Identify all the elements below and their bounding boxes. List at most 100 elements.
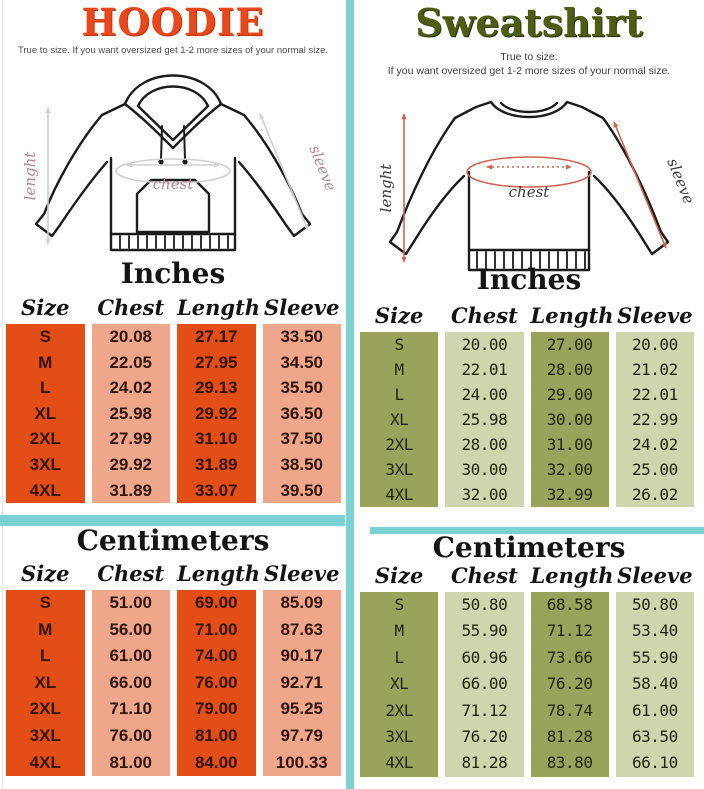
table-cell: 28.00: [461, 435, 508, 454]
column-header: Size: [21, 295, 70, 320]
table-cell: 3XL: [385, 726, 413, 746]
hoodie-subtitle: True to size. If you want oversized get …: [17, 45, 329, 56]
column-cells: 68.58 71.12 73.66 76.20 78.74 81.28 83.80: [530, 592, 609, 777]
table-cell: 20.00: [632, 335, 678, 354]
table-cell: 20.00: [461, 335, 508, 354]
sweatshirt-inches-table: Size S M L XL 2XL 3XL 4XL Chest 20.00 22.01 24.00 25…: [360, 300, 694, 507]
hoodie-section-divider: [0, 515, 345, 526]
table-cell: 27.99: [109, 429, 153, 449]
table-cell: 53.40: [632, 621, 678, 641]
table-cell: 81.28: [461, 753, 508, 773]
table-cell: 71.12: [546, 621, 593, 641]
column-header: Chest: [450, 303, 518, 328]
table-cell: 4XL: [29, 752, 61, 772]
table-cell: 66.10: [632, 753, 678, 773]
table-cell: 27.95: [194, 352, 238, 372]
chest-measure-arrow: [115, 158, 231, 184]
column-header: Length: [177, 295, 261, 320]
column-cells: 51.00 56.00 61.00 66.00 71.10 76.00 81.00: [91, 590, 170, 777]
table-cell: 24.02: [632, 435, 678, 454]
column-header: Sleeve: [264, 295, 340, 320]
table-cell: 95.25: [280, 699, 324, 719]
table-cell: M: [394, 360, 405, 379]
table-cell: XL: [34, 672, 57, 692]
table-cell: 78.74: [546, 700, 593, 720]
table-cell: 32.00: [461, 485, 508, 504]
column-header: Chest: [97, 561, 165, 586]
table-column-size: Size S M L XL 2XL 3XL 4XL: [6, 558, 85, 777]
table-cell: 25.98: [461, 410, 508, 429]
column-header: Chest: [97, 295, 165, 320]
chest-measure-arrow: [466, 156, 592, 188]
column-cells: 20.00 22.01 24.00 25.98 28.00 30.00 32.00: [445, 332, 524, 507]
table-cell: 38.50: [280, 454, 324, 474]
table-cell: 32.99: [546, 485, 593, 504]
table-cell: 81.00: [194, 725, 238, 745]
table-cell: L: [394, 385, 405, 404]
table-cell: 20.08: [109, 327, 153, 346]
table-cell: 83.80: [546, 753, 593, 773]
table-cell: 31.89: [194, 454, 238, 474]
hoodie-inches-heading: Inches: [120, 257, 226, 290]
table-cell: S: [394, 595, 405, 614]
table-cell: 2XL: [385, 700, 413, 720]
column-cells: 27.17 27.95 29.13 29.92 31.10 31.89 33.07: [177, 324, 256, 504]
table-cell: 61.00: [632, 700, 678, 720]
table-cell: 22.01: [461, 360, 508, 379]
table-cell: M: [38, 619, 53, 639]
table-cell: 4XL: [385, 485, 413, 504]
table-column-sleeve: Sleeve 33.50 34.50 35.50 36.50 37.50 38.50 39.5…: [262, 292, 341, 504]
table-cell: 36.50: [280, 403, 324, 423]
table-column-length: Length 27.00 28.00 29.00 30.00 31.00 32.00 32.9…: [530, 300, 614, 507]
sweatshirt-section-divider: [370, 527, 704, 534]
sweatshirt-chest-label: chest: [509, 183, 551, 201]
sweatshirt-collar: [474, 100, 584, 119]
table-column-sleeve: Sleeve 20.00 21.02 22.01 22.99 24.02 25.00 26.0…: [615, 300, 694, 507]
hoodie-panel: HOODIE True to size. If you want oversiz…: [0, 0, 346, 789]
table-cell: 2XL: [29, 699, 61, 719]
table-cell: 25.00: [632, 460, 678, 479]
sweatshirt-centimeters-table: Size S M L XL 2XL 3XL 4XL Chest 50.80 55.90 60.96 66…: [360, 560, 694, 777]
table-cell: 100.33: [275, 752, 328, 772]
table-column-length: Length 69.00 71.00 74.00 76.00 79.00 81.00 84.0…: [177, 558, 260, 777]
column-header: Sleeve: [617, 303, 693, 328]
table-cell: 3XL: [29, 725, 61, 745]
column-header: Sleeve: [264, 561, 340, 586]
table-cell: 39.50: [280, 480, 324, 500]
table-cell: 84.00: [194, 752, 238, 772]
sweatshirt-subtitle-line2: If you want oversized get 1-2 more sizes…: [387, 65, 671, 78]
column-cells: 50.80 53.40 55.90 58.40 61.00 63.50 66.10: [615, 592, 694, 777]
table-cell: 33.50: [280, 327, 324, 346]
table-cell: 63.50: [632, 726, 678, 746]
table-cell: 55.90: [461, 621, 508, 641]
table-column-sleeve: Sleeve 50.80 53.40 55.90 58.40 61.00 63.50 66.1…: [615, 560, 694, 777]
hoodie-title: HOODIE: [81, 0, 265, 44]
table-cell: 28.00: [546, 360, 593, 379]
table-cell: 29.13: [194, 378, 238, 398]
left-edge-line: [2, 0, 3, 789]
table-cell: 81.00: [109, 752, 153, 772]
column-cells: 85.09 87.63 90.17 92.71 95.25 97.79 100.33: [262, 590, 341, 777]
table-cell: 24.02: [109, 378, 153, 398]
table-cell: S: [394, 335, 405, 354]
table-cell: 33.07: [194, 480, 238, 500]
sleeve-measure-arrow: [613, 121, 667, 249]
column-header: Length: [530, 563, 614, 588]
table-cell: 4XL: [385, 753, 413, 773]
table-cell: 22.99: [632, 410, 678, 429]
table-column-sleeve: Sleeve 85.09 87.63 90.17 92.71 95.25 97.79 100.…: [262, 558, 341, 777]
table-cell: 32.00: [546, 460, 593, 479]
vertical-divider: [346, 0, 354, 789]
table-cell: XL: [34, 403, 57, 423]
sleeve-measure-arrow: [259, 113, 309, 231]
table-cell: 29.92: [194, 403, 238, 423]
table-cell: 68.58: [546, 595, 593, 614]
table-column-length: Length 27.17 27.95 29.13 29.92 31.10 31.89 33.0…: [177, 292, 261, 504]
table-cell: M: [394, 621, 405, 641]
sweatshirt-illustration: lenght chest sleeve: [377, 100, 694, 272]
hoodie-centimeters-table: Size S M L XL 2XL 3XL 4XL Chest 51.00 56.00 61.00 66…: [6, 558, 341, 777]
sweatshirt-centimeters-heading: Centimeters: [432, 531, 626, 564]
table-cell: L: [40, 378, 51, 398]
table-cell: 21.02: [632, 360, 678, 379]
table-cell: 58.40: [632, 674, 678, 694]
